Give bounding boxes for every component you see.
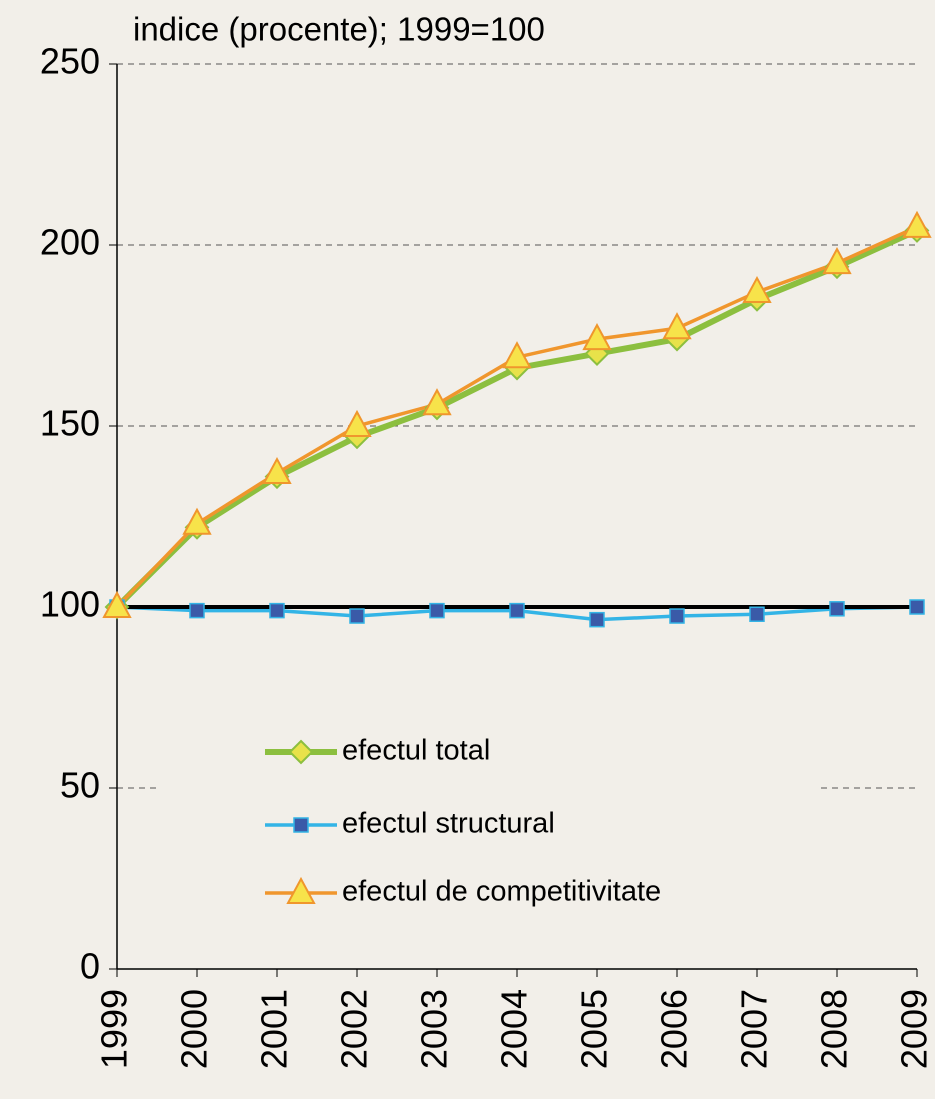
x-tick-label: 2005 [574,989,615,1069]
x-tick-label: 2001 [254,989,295,1069]
x-tick-label: 2009 [894,989,935,1069]
marker-triangle [662,312,692,340]
marker-square [829,601,845,617]
marker-triangle [342,409,372,437]
marker-square [909,599,925,615]
x-tick-label: 1999 [94,989,135,1069]
marker-triangle [822,247,852,275]
marker-triangle [502,341,532,369]
marker-triangle [902,210,932,238]
legend-marker [293,817,309,833]
marker-square [509,602,525,619]
x-tick-label: 2002 [334,989,375,1069]
x-tick-label: 2006 [654,989,695,1069]
marker-triangle [742,275,772,304]
legend-marker [286,876,316,904]
x-tick-label: 2008 [814,989,855,1069]
legend-label: efectul de competitivitate [342,876,661,908]
x-tick-label: 2004 [494,989,535,1069]
y-tick-label: 50 [60,765,100,806]
marker-square [189,602,205,619]
y-tick-label: 250 [40,41,100,82]
y-tick-label: 0 [80,946,100,987]
legend-marker [288,739,314,765]
x-tick-label: 2003 [414,989,455,1069]
marker-triangle [102,590,132,618]
marker-square [349,608,365,624]
legend-label: efectul structural [342,808,555,840]
x-tick-label: 2007 [734,989,775,1069]
chart-subtitle: indice (procente); 1999=100 [133,11,545,48]
marker-square [669,608,685,624]
marker-triangle [262,456,292,485]
marker-triangle [582,323,612,351]
marker-square [749,606,765,622]
marker-square [589,611,605,628]
marker-triangle [422,388,452,416]
y-tick-label: 100 [40,584,100,625]
y-tick-label: 150 [40,403,100,444]
legend-label: efectul total [342,735,490,767]
x-tick-label: 2000 [174,989,215,1069]
marker-square [269,602,285,619]
y-tick-label: 200 [40,222,100,263]
marker-triangle [182,507,212,535]
marker-square [429,602,445,619]
